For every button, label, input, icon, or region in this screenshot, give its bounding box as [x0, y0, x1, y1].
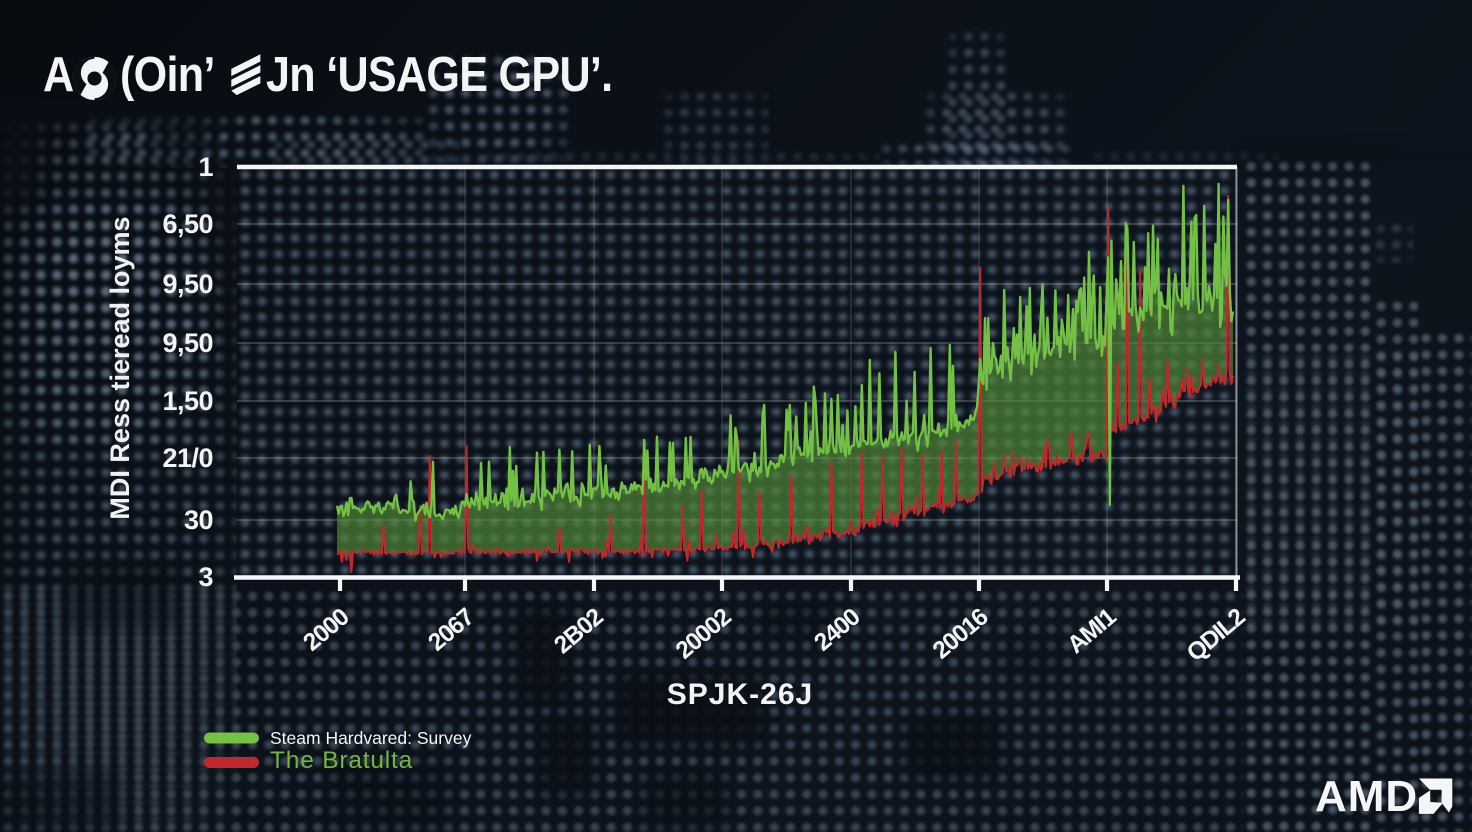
svg-text:AMI1: AMI1 [1062, 604, 1121, 660]
svg-text:21/0: 21/0 [162, 443, 213, 473]
svg-text:2067: 2067 [423, 604, 479, 657]
svg-text:2B02: 2B02 [549, 604, 608, 660]
svg-text:1,50: 1,50 [162, 386, 213, 416]
svg-text:2000: 2000 [298, 604, 354, 657]
svg-text:30: 30 [184, 505, 213, 535]
svg-text:3: 3 [198, 562, 213, 592]
svg-text:QDIL2: QDIL2 [1182, 604, 1250, 668]
svg-text:MDI Ress tieread loyms: MDI Ress tieread loyms [105, 216, 135, 519]
svg-text:AMD: AMD [1315, 772, 1418, 821]
svg-text:9,50: 9,50 [162, 269, 213, 299]
svg-text:The Bratulta: The Bratulta [270, 747, 413, 774]
svg-text:20002: 20002 [671, 604, 736, 665]
svg-text:6,50: 6,50 [162, 209, 213, 239]
svg-text:2400: 2400 [809, 604, 865, 657]
svg-text:9,50: 9,50 [162, 328, 213, 358]
svg-text:SPJK-26J: SPJK-26J [667, 678, 813, 711]
svg-text:Steam Hardvared: Survey: Steam Hardvared: Survey [270, 728, 472, 748]
svg-text:1: 1 [198, 152, 213, 182]
svg-text:20016: 20016 [928, 604, 993, 665]
